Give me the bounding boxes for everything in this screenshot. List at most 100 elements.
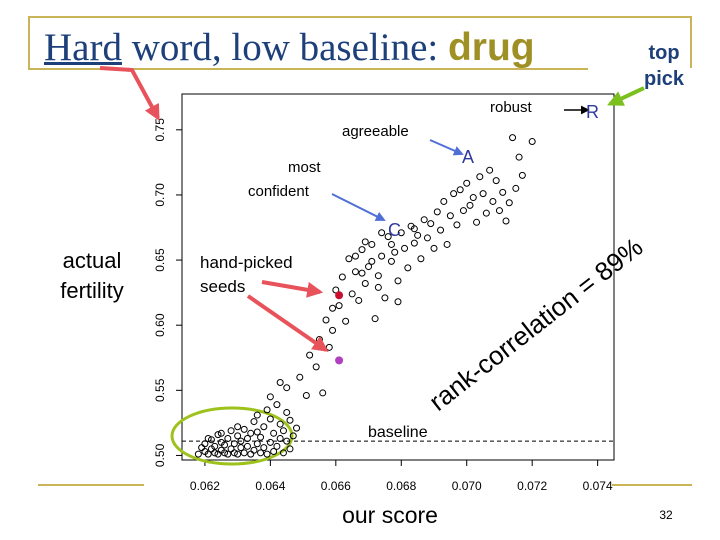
data-point [257, 449, 265, 457]
y-tick-label: 0.70 [153, 183, 167, 207]
y-tick-label: 0.65 [153, 248, 167, 272]
data-point [263, 406, 271, 414]
data-point [240, 425, 248, 433]
data-point [482, 209, 490, 217]
data-point [358, 246, 366, 254]
data-point [502, 217, 510, 225]
label-rank-correlation: rank-correlation = 89% [423, 232, 648, 417]
label-hand-picked-line2: seeds [200, 277, 245, 296]
data-point [469, 194, 477, 202]
x-tick-label: 0.064 [255, 479, 285, 493]
x-tick-label: 0.068 [386, 479, 416, 493]
red-arrow-seed-purple [246, 294, 329, 352]
data-point [450, 190, 458, 198]
data-point [283, 384, 291, 392]
data-point [211, 442, 219, 450]
data-point [283, 437, 291, 445]
data-point [243, 442, 251, 450]
frame-title-rule [28, 68, 588, 70]
data-point [266, 438, 274, 446]
label-hand-picked-line1: hand-picked [200, 253, 293, 272]
y-tick-label: 0.60 [153, 313, 167, 337]
frame-bottom-rule [38, 484, 144, 486]
data-point [234, 423, 242, 431]
data-point [279, 449, 287, 457]
data-point [250, 446, 258, 454]
data-point [371, 315, 379, 323]
letter-c: C [388, 220, 401, 240]
data-point [518, 171, 526, 179]
data-point [243, 435, 251, 443]
data-point [319, 389, 327, 397]
red-arrow-seed-red [261, 280, 324, 298]
x-tick-label: 0.072 [517, 479, 547, 493]
data-point [440, 197, 448, 205]
y-tick-label: 0.75 [153, 118, 167, 142]
data-point [276, 379, 284, 387]
data-point [286, 445, 294, 453]
data-point [257, 433, 265, 441]
data-point [427, 220, 435, 228]
data-point [335, 302, 343, 310]
data-point [430, 244, 438, 252]
data-point [329, 304, 337, 312]
data-point [495, 207, 503, 215]
data-point [302, 392, 310, 400]
data-point [217, 429, 225, 437]
title-text: word, low baseline: [121, 26, 448, 69]
data-point [260, 423, 268, 431]
data-point [306, 351, 314, 359]
frame-top-rule [28, 16, 692, 18]
seed-point [335, 356, 344, 365]
frame-left-bar [28, 16, 30, 68]
label-most-confident-line1: most [288, 159, 321, 176]
blue-arrow-agreeable [429, 139, 464, 156]
data-point [250, 418, 258, 426]
data-point [463, 179, 471, 187]
data-point [528, 138, 536, 146]
data-point [397, 229, 405, 237]
letter-r: R [586, 102, 599, 122]
data-point [479, 190, 487, 198]
data-point [414, 231, 422, 239]
data-point [224, 435, 232, 443]
data-point [378, 252, 386, 260]
frame-right-bar [690, 16, 692, 68]
data-point [456, 186, 464, 194]
data-point [512, 184, 520, 192]
data-point [420, 216, 428, 224]
data-point [505, 199, 513, 207]
data-point [237, 444, 245, 452]
slide-number: 32 [659, 508, 673, 522]
data-point [476, 173, 484, 181]
data-point [361, 280, 369, 288]
baseline-cluster-ellipse [170, 406, 294, 466]
data-point [486, 166, 494, 174]
data-point [348, 290, 356, 298]
data-point [345, 255, 353, 263]
label-baseline: baseline [368, 424, 428, 441]
data-point [240, 449, 248, 457]
data-point [410, 239, 418, 247]
data-point [374, 283, 382, 291]
top-pick-label: top pick [634, 40, 694, 92]
label-most-confident-line2: confident [248, 183, 310, 200]
data-point [283, 408, 291, 416]
data-point [253, 428, 261, 436]
data-point [230, 449, 238, 457]
data-point [266, 415, 274, 423]
top-pick-line1: top [648, 42, 680, 64]
data-point [296, 373, 304, 381]
data-point [368, 240, 376, 248]
letter-a: A [462, 147, 474, 167]
chart-axes: 0.062 0.064 0.066 0.068 0.070 0.072 0.074 0.50 0… [153, 118, 613, 493]
data-point [276, 435, 284, 443]
data-point [260, 444, 268, 452]
data-point [453, 221, 461, 229]
x-tick-label: 0.066 [321, 479, 351, 493]
data-point [387, 257, 395, 265]
blue-arrow-most-confident [331, 193, 386, 221]
data-point [394, 277, 402, 285]
data-point [515, 153, 523, 161]
